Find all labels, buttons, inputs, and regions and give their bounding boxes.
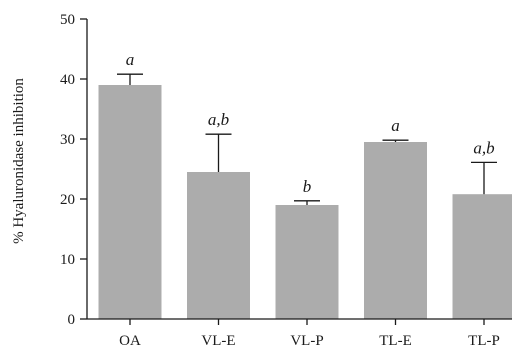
- x-tick-label-vl-e: VL-E: [201, 333, 235, 349]
- bar-tl-e: [364, 142, 427, 319]
- bar-vl-e: [187, 172, 250, 319]
- bar-tl-p: [452, 194, 512, 319]
- x-tick-label-tl-e: TL-E: [379, 333, 411, 349]
- y-tick-label-0: 0: [68, 312, 76, 328]
- y-axis-title-group: % Hyaluronidase inhibition: [11, 78, 27, 244]
- significance-label-vl-p: b: [303, 177, 312, 196]
- y-axis-title: % Hyaluronidase inhibition: [11, 78, 27, 244]
- significance-label-tl-e: a: [391, 116, 400, 135]
- bar-oa: [98, 85, 162, 319]
- bar-vl-p: [275, 205, 339, 319]
- significance-label-tl-p: a,b: [473, 138, 494, 157]
- bars-layer: [98, 85, 512, 319]
- y-tick-label-30: 30: [60, 132, 75, 148]
- axes-layer: OA VL-E VL-P TL-E TL-P 0 10 20 30 40 50: [60, 12, 512, 349]
- y-tick-label-10: 10: [60, 252, 75, 268]
- error-bars-layer: [117, 73, 497, 205]
- y-tick-label-50: 50: [60, 12, 75, 28]
- x-tick-label-tl-p: TL-P: [468, 333, 500, 349]
- significance-label-vl-e: a,b: [208, 110, 229, 129]
- significance-label-oa: a: [126, 50, 135, 69]
- x-tick-label-oa: OA: [119, 333, 141, 349]
- x-tick-label-vl-p: VL-P: [290, 333, 323, 349]
- y-tick-label-20: 20: [60, 192, 75, 208]
- significance-labels-layer: a a,b b a a,b: [126, 50, 495, 196]
- y-tick-label-40: 40: [60, 72, 75, 88]
